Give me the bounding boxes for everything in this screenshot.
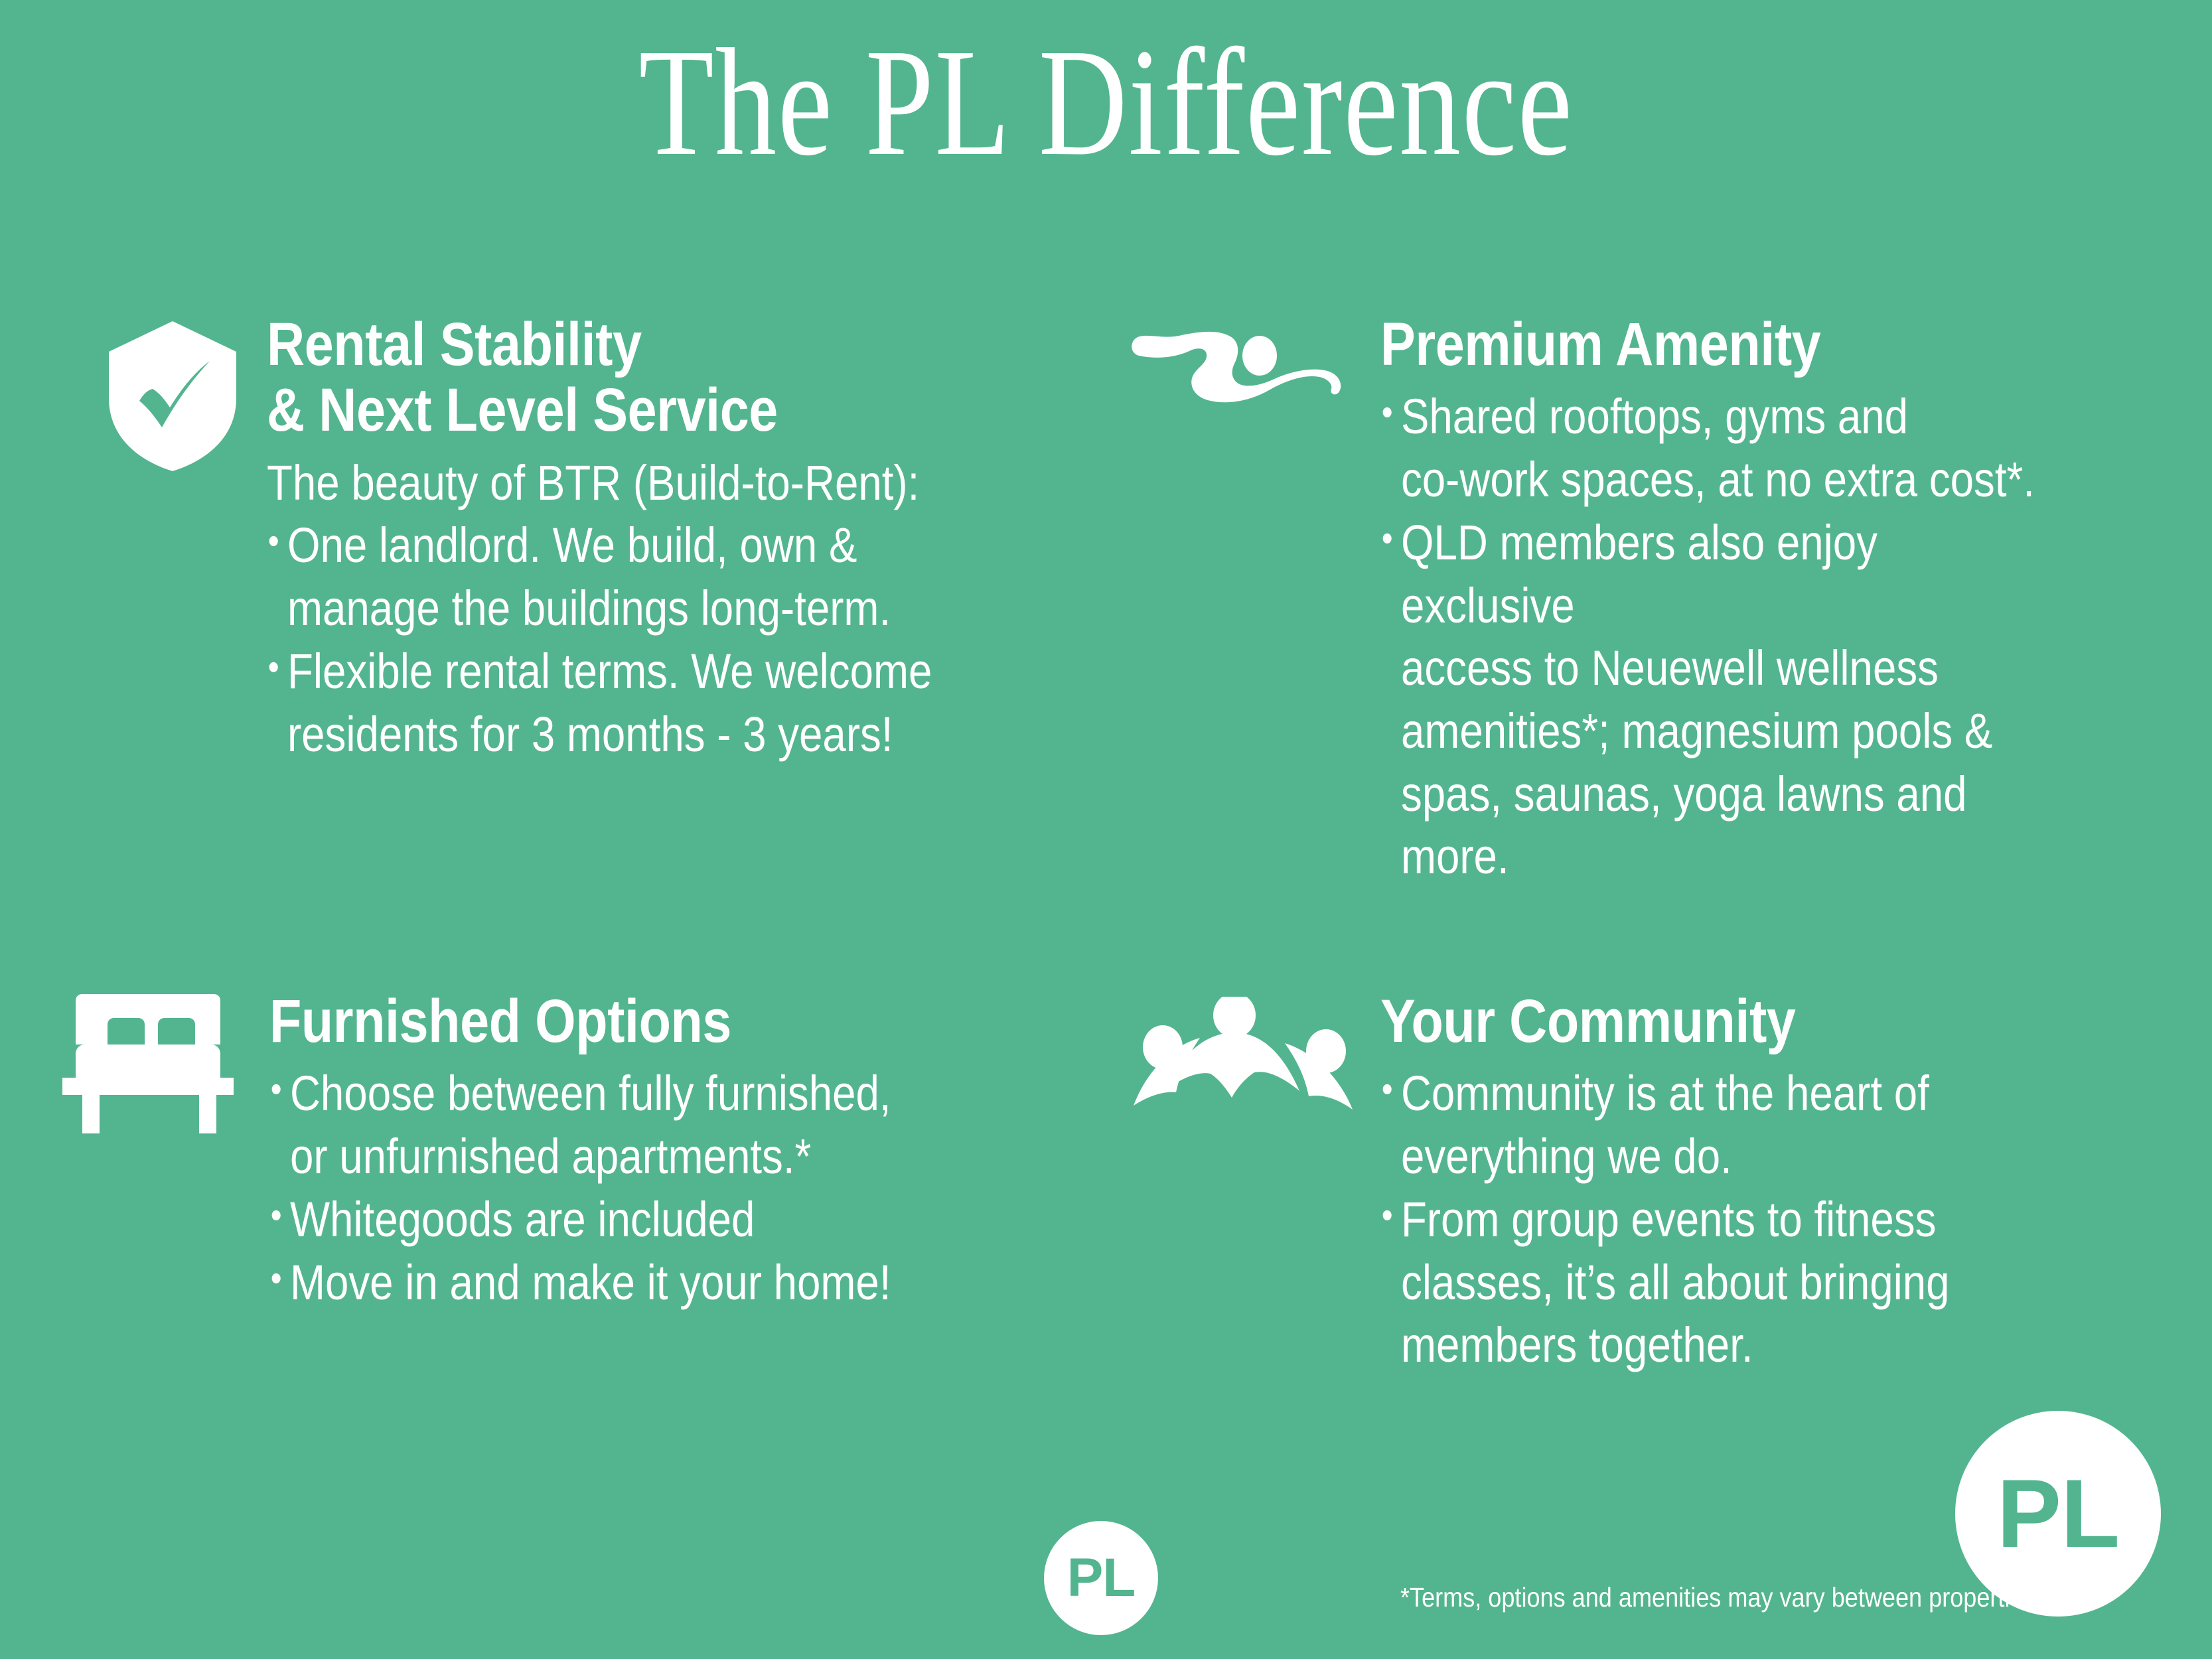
feature-rental-stability: Rental Stability & Next Level Service Th… — [106, 311, 1102, 766]
list-item: One landlord. We build, own & manage the… — [267, 513, 985, 640]
page-title: The PL Difference — [638, 17, 1574, 188]
feature-heading: Furnished Options — [269, 987, 731, 1055]
feature-bullet-list: Choose between fully furnished, or unfur… — [269, 1061, 945, 1315]
disclaimer-text: *Terms, options and amenities may vary b… — [1400, 1582, 2042, 1613]
list-item: Flexible rental terms. We welcome reside… — [267, 639, 985, 766]
list-item: QLD members also enjoy exclusive access … — [1380, 510, 2054, 889]
feature-heading: Your Community — [1380, 987, 1796, 1055]
pl-logo-small: PL — [1044, 1521, 1158, 1635]
feature-body: Premium Amenity Shared rooftops, gyms an… — [1380, 311, 2164, 889]
list-item: From group events to fitness classes, it… — [1380, 1187, 2054, 1377]
feature-body: Your Community Community is at the heart… — [1380, 987, 2164, 1377]
feature-body: Rental Stability & Next Level Service Th… — [267, 311, 1102, 766]
feature-heading: Premium Amenity — [1380, 311, 1821, 378]
feature-furnished-options: Furnished Options Choose between fully f… — [60, 987, 1055, 1315]
list-item: Choose between fully furnished, or unfur… — [269, 1061, 945, 1188]
pl-logo-large: PL — [1955, 1411, 2161, 1617]
community-people-icon — [1128, 993, 1361, 1126]
feature-heading: Rental Stability & Next Level Service — [267, 311, 778, 445]
bed-icon — [60, 993, 246, 1135]
feature-premium-amenity: Premium Amenity Shared rooftops, gyms an… — [1128, 311, 2164, 889]
list-item: Shared rooftops, gyms and co-work spaces… — [1380, 384, 2054, 511]
feature-body: Furnished Options Choose between fully f… — [269, 987, 1055, 1315]
list-item: Whitegoods are included — [269, 1187, 945, 1252]
shield-check-icon — [106, 320, 239, 472]
feature-lead: The beauty of BTR (Build-to-Rent): — [267, 455, 920, 510]
swimmer-icon — [1128, 319, 1367, 425]
feature-bullet-list: Shared rooftops, gyms and co-work spaces… — [1380, 384, 2054, 889]
list-item: Community is at the heart of everything … — [1380, 1061, 2054, 1188]
feature-bullet-list: Community is at the heart of everything … — [1380, 1061, 2054, 1377]
feature-bullet-list: One landlord. We build, own & manage the… — [267, 513, 985, 766]
feature-grid: Rental Stability & Next Level Service Th… — [0, 311, 2212, 1372]
list-item: Move in and make it your home! — [269, 1250, 945, 1315]
feature-your-community: Your Community Community is at the heart… — [1128, 987, 2164, 1377]
